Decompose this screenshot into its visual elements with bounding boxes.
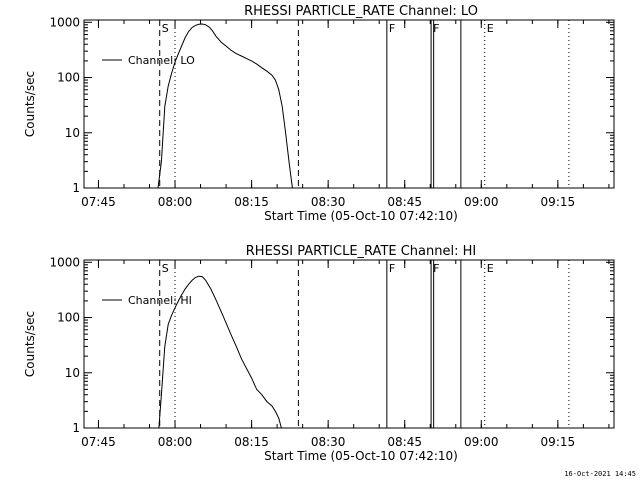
x-tick-label: 09:15 [541,195,576,209]
legend-label: Channel: LO [128,54,195,67]
y-tick-label: 1000 [49,255,80,269]
x-tick-label: 08:30 [311,435,346,449]
event-marker-label: F [389,262,395,275]
x-tick-label: 08:00 [158,195,193,209]
plot-frame [83,259,615,429]
plot-frame [83,19,615,189]
x-axis-label: Start Time (05-Oct-10 07:42:10) [264,449,458,463]
event-marker-label: S [162,22,169,35]
chart-panel-hi: RHESSI PARTICLE_RATE Channel: HI 07:45 08:… [23,244,615,463]
y-axis-label: Counts/sec [23,71,37,137]
timestamp-footer: 16-Oct-2021 14:45 [564,470,636,478]
y-tick-label: 1000 [49,15,80,29]
event-marker-label: E [487,22,494,35]
y-tick-label: 100 [57,71,80,85]
x-axis-label: Start Time (05-Oct-10 07:42:10) [264,209,458,223]
event-marker-label: E [487,262,494,275]
y-tick-label: 1 [72,181,80,195]
chart-title: RHESSI PARTICLE_RATE Channel: HI [246,244,476,259]
legend-label: Channel: HI [128,294,192,307]
x-tick-label: 07:45 [81,195,116,209]
chart-title: RHESSI PARTICLE_RATE Channel: LO [244,4,478,19]
x-tick-label: 09:00 [464,195,499,209]
series-line [157,23,293,189]
event-marker-label: S [162,262,169,275]
y-tick-label: 10 [65,126,80,140]
chart-panel-lo: RHESSI PARTICLE_RATE Channel: LO 07:45 08:… [23,4,615,223]
x-tick-label: 08:15 [234,435,269,449]
x-tick-label: 08:45 [387,195,422,209]
x-tick-label: 08:45 [387,435,422,449]
event-marker-label: F [433,262,439,275]
x-tick-label: 09:00 [464,435,499,449]
series-line [158,275,282,429]
x-tick-label: 09:15 [541,435,576,449]
x-tick-label: 07:45 [81,435,116,449]
event-marker-label: F [433,22,439,35]
y-tick-label: 10 [65,366,80,380]
y-axis-label: Counts/sec [23,311,37,377]
x-tick-label: 08:00 [158,435,193,449]
y-tick-label: 1 [72,421,80,435]
x-tick-label: 08:15 [234,195,269,209]
x-tick-label: 08:30 [311,195,346,209]
event-marker-label: F [389,22,395,35]
y-tick-label: 100 [57,311,80,325]
